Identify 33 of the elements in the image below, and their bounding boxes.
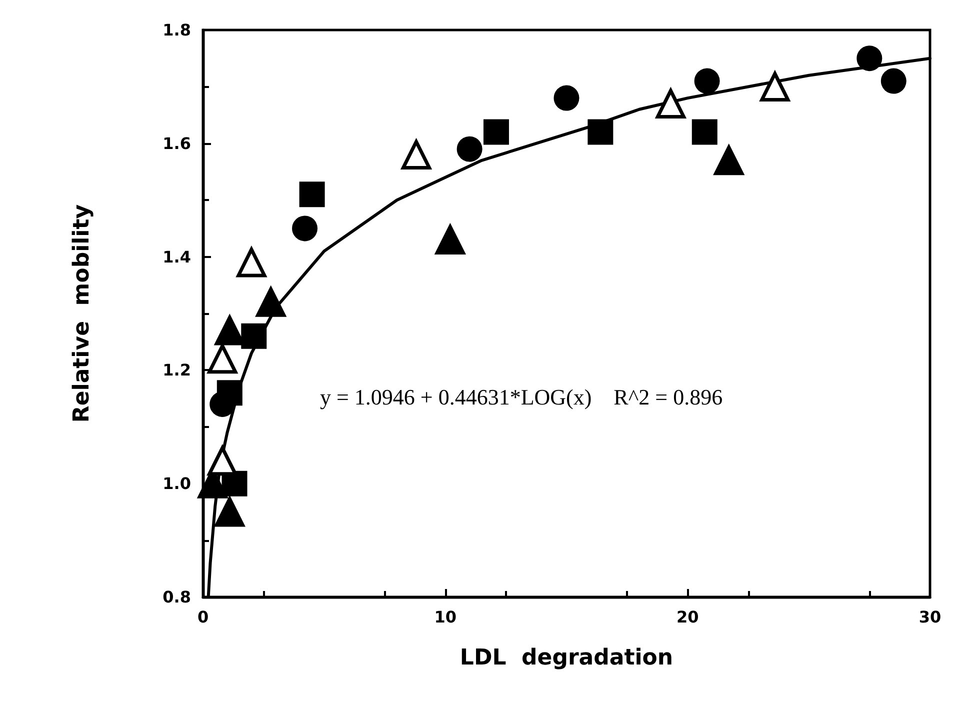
point: [714, 146, 744, 176]
x-tick-label: 30: [918, 608, 942, 626]
y-tick-label: 1.6: [162, 134, 191, 153]
point: [216, 380, 242, 406]
point: [856, 46, 882, 72]
point: [402, 140, 432, 170]
x-tick-label: 20: [676, 608, 699, 626]
point: [236, 248, 266, 278]
y-tick-label: 0.8: [162, 588, 191, 606]
y-tick-label: 1.0: [162, 474, 191, 494]
y-tick-label: 1.4: [162, 247, 191, 266]
point: [656, 88, 686, 118]
point: [256, 287, 286, 317]
point: [483, 119, 509, 145]
point: [880, 68, 906, 94]
point: [694, 68, 720, 94]
x-axis-title: LDL degradation: [460, 646, 674, 670]
point: [588, 119, 614, 145]
point: [241, 323, 267, 349]
point: [299, 182, 325, 208]
x-tick-label: 0: [197, 608, 209, 626]
point: [208, 446, 238, 476]
y-tick-label: 1.8: [162, 20, 191, 40]
point: [456, 136, 482, 162]
x-tick-label: 10: [434, 608, 456, 626]
y-axis-title: Relative mobility: [70, 204, 94, 423]
point: [214, 497, 244, 527]
annotation: y = 1.0946 + 0.44631*LOG(x) R^2 = 0.896: [320, 384, 723, 410]
point: [554, 85, 580, 111]
y-tick-label: 1.2: [162, 360, 191, 380]
point: [692, 119, 718, 145]
point: [760, 72, 790, 102]
point: [292, 216, 318, 242]
